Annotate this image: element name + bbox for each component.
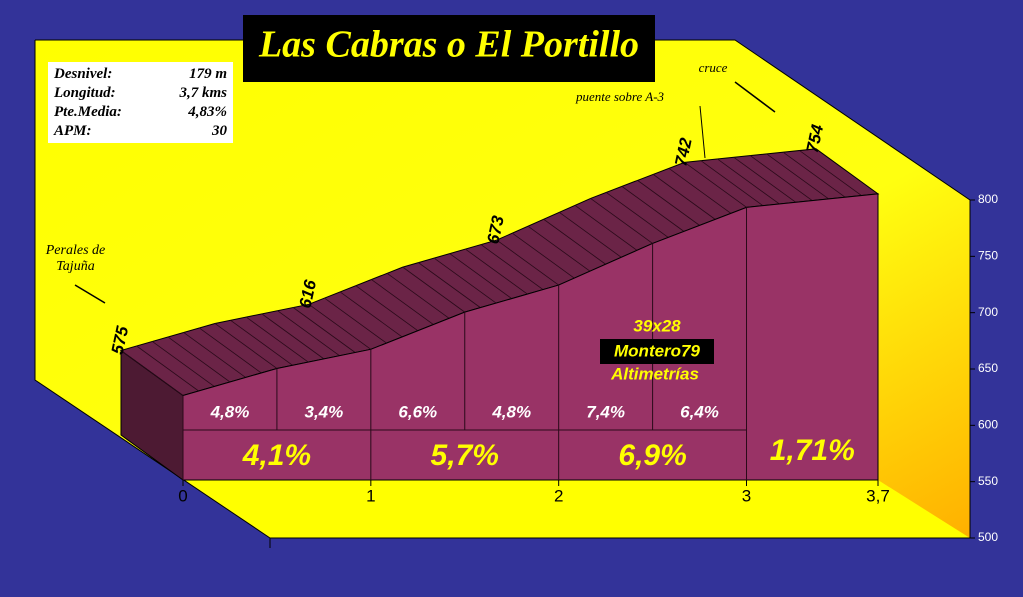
ridge-hatch <box>136 345 199 392</box>
credit: Altimetrías <box>610 364 699 383</box>
chart-title: Las Cabras o El Portillo <box>258 24 639 66</box>
x-tick-label: 3,7 <box>866 486 890 505</box>
y-tick-label: 500 <box>978 530 998 544</box>
gradient-label: 7,4% <box>586 402 625 421</box>
x-tick-label: 0 <box>178 486 187 505</box>
ridge-hatch <box>183 332 246 378</box>
stats-box: Desnivel: 179 m Longitud: 3,7 kms Pte.Media:… <box>48 62 233 143</box>
ridge-hatch <box>308 303 372 350</box>
stat-row: Longitud: 3,7 kms <box>54 84 227 103</box>
stat-label: Longitud: <box>54 85 116 101</box>
ridge-hatch <box>120 350 184 396</box>
gradient-label: 4,8% <box>491 402 531 421</box>
km-gradient-label: 4,1% <box>242 439 311 472</box>
y-tick-label: 800 <box>978 192 998 206</box>
ridge-hatch <box>433 257 497 304</box>
stat-label: APM: <box>54 123 92 139</box>
ridge-hatch <box>355 285 419 332</box>
y-tick-label: 650 <box>978 361 998 375</box>
stat-value: 179 m <box>189 66 227 82</box>
annotation: cruce <box>699 60 728 75</box>
stat-value: 4,83% <box>188 104 227 120</box>
ridge-hatch <box>512 232 575 279</box>
ridge-hatch <box>574 205 638 251</box>
ridge-hatch <box>292 307 356 353</box>
annotation: puente sobre A-3 <box>575 89 665 104</box>
ridge-hatch <box>527 225 591 272</box>
ridge-hatch <box>277 310 340 357</box>
title-box <box>243 15 655 82</box>
gradient-label: 6,6% <box>398 402 437 421</box>
stat-value: 3,7 kms <box>179 85 227 101</box>
ridge-hatch <box>543 218 606 265</box>
ridge-hatch <box>324 297 387 344</box>
ridge-hatch <box>199 327 262 374</box>
ridge-hatch <box>799 150 862 196</box>
annotation: Perales de Tajuña <box>45 243 106 274</box>
ridge-hatch <box>261 313 325 360</box>
ridge-hatch <box>449 253 512 299</box>
ridge-hatch <box>559 211 622 258</box>
ridge-hatch <box>386 272 450 319</box>
stat-row: APM: 30 <box>54 122 227 141</box>
ridge-hatch <box>245 316 309 363</box>
ridge-hatch <box>733 156 797 203</box>
ridge-hatch <box>590 198 653 244</box>
ridge-hatch <box>766 153 829 200</box>
x-tick-label: 1 <box>366 486 375 505</box>
gradient-label: 3,4% <box>305 402 344 421</box>
stat-row: Pte.Media: 4,83% <box>54 103 227 122</box>
km-gradient-label: 6,9% <box>618 439 686 472</box>
ridge-hatch <box>652 174 716 220</box>
km-gradient-label: 1,71% <box>770 434 855 467</box>
stat-label: Pte.Media: <box>54 104 122 120</box>
y-tick-label: 700 <box>978 305 998 319</box>
ridge-hatch <box>700 160 764 206</box>
ridge-hatch <box>606 192 669 238</box>
stat-label: Desnivel: <box>54 66 113 82</box>
credit-box <box>600 339 714 364</box>
ridge-hatch <box>371 279 434 325</box>
gradient-label: 6,4% <box>680 402 719 421</box>
km-gradient-label: 5,7% <box>431 439 499 472</box>
credit: Montero79 <box>614 341 701 360</box>
ridge-hatch <box>717 158 780 205</box>
ridge-hatch <box>782 151 846 198</box>
floor <box>35 380 970 538</box>
ridge-hatch <box>152 341 215 387</box>
ridge-hatch <box>750 155 813 201</box>
ridge-hatch <box>621 186 685 232</box>
ridge-hatch <box>496 239 559 286</box>
ridge-hatch <box>637 180 700 226</box>
y-tick-label: 600 <box>978 418 998 432</box>
leader-line <box>74 284 106 304</box>
ridge-hatch <box>214 323 278 369</box>
ridge-hatch <box>339 291 403 338</box>
ridge-hatch <box>668 168 732 214</box>
x-tick-label: 2 <box>554 486 563 505</box>
credit: 39x28 <box>633 316 681 335</box>
stat-value: 30 <box>212 123 227 139</box>
ridge-hatch <box>465 248 528 295</box>
ridge-hatch <box>418 262 481 308</box>
y-tick-label: 550 <box>978 474 998 488</box>
ridge-hatch <box>684 162 747 208</box>
gradient-label: 4,8% <box>210 402 250 421</box>
y-tick-label: 750 <box>978 249 998 263</box>
leader-line <box>734 81 776 113</box>
ridge-hatch <box>230 319 293 366</box>
ridge-hatch <box>480 244 544 290</box>
stat-row: Desnivel: 179 m <box>54 65 227 84</box>
x-tick-label: 3 <box>742 486 751 505</box>
ridge-hatch <box>402 266 465 313</box>
leader-line <box>699 105 706 159</box>
ridge-hatch <box>167 336 231 383</box>
